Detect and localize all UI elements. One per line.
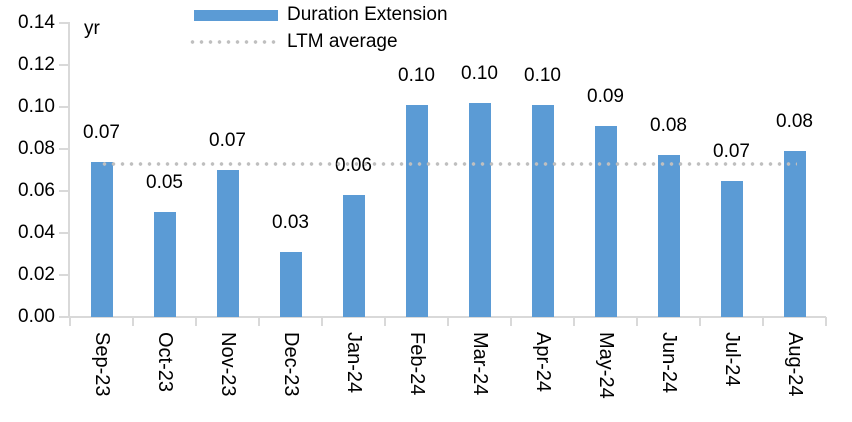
bar-value-label: 0.06	[335, 155, 372, 177]
y-axis-line	[68, 23, 70, 317]
bar-sep-23	[90, 161, 113, 317]
bar-value-label: 0.07	[209, 130, 246, 151]
y-axis-tick	[59, 232, 70, 234]
bar-may-24	[594, 125, 617, 317]
x-axis-tick	[69, 317, 71, 326]
legend-label-duration-extension: Duration Extension	[287, 4, 448, 25]
bar-value-label: 0.08	[650, 115, 687, 137]
y-axis-tick-label: 0.14	[18, 12, 55, 33]
bar-nov-23	[216, 170, 239, 317]
x-axis-tick	[384, 317, 386, 326]
x-axis-tick	[699, 317, 701, 326]
x-axis-line	[68, 316, 826, 318]
x-axis-tick	[762, 317, 764, 326]
bar-value-label: 0.03	[272, 211, 309, 233]
x-axis-tick	[132, 317, 134, 326]
x-axis-tick	[825, 317, 827, 326]
ltm-average-line	[99, 161, 797, 166]
x-axis-label: Nov-23	[217, 332, 239, 397]
bar-apr-24	[531, 104, 554, 317]
bar-aug-24	[783, 151, 806, 317]
bar-feb-24	[405, 104, 428, 317]
y-axis-unit-label: yr	[84, 18, 100, 39]
x-axis-tick	[447, 317, 449, 326]
y-axis-tick	[59, 274, 70, 276]
legend-label-ltm-average: LTM average	[287, 31, 398, 52]
bar-value-label: 0.10	[524, 64, 561, 86]
y-axis-tick-label: 0.02	[18, 264, 55, 285]
bar-jul-24	[720, 180, 743, 317]
bar-dec-23	[279, 251, 302, 317]
x-axis-tick	[636, 317, 638, 326]
legend-item-ltm-average: LTM average	[188, 31, 448, 53]
y-axis-tick-label: 0.10	[18, 96, 55, 117]
y-axis-tick	[59, 106, 70, 108]
bar-value-label: 0.09	[587, 85, 624, 107]
bar-value-label: 0.07	[713, 140, 750, 162]
bar-value-label: 0.08	[776, 111, 813, 133]
duration-extension-swatch	[194, 9, 278, 21]
x-axis-label: Feb-24	[406, 332, 428, 396]
x-axis-label: Jul-24	[721, 332, 743, 387]
x-axis-label: Sep-23	[91, 332, 113, 397]
y-axis-tick-label: 0.12	[18, 54, 55, 75]
y-axis-tick	[59, 316, 70, 318]
bar-value-label: 0.10	[461, 62, 498, 84]
y-axis-tick-label: 0.06	[18, 180, 55, 201]
y-axis-tick	[59, 22, 70, 24]
legend-swatch-slot	[188, 40, 280, 44]
y-axis-tick-label: 0.04	[18, 222, 55, 243]
bar-value-label: 0.10	[398, 64, 435, 86]
x-axis-tick	[195, 317, 197, 326]
x-axis-label: Dec-23	[280, 332, 302, 397]
ltm-average-swatch	[188, 40, 280, 44]
x-axis-label: Jan-24	[343, 332, 365, 394]
y-axis-tick	[59, 190, 70, 192]
bar-jan-24	[342, 195, 365, 317]
y-axis-tick	[59, 148, 70, 150]
x-axis-tick	[510, 317, 512, 326]
y-axis-tick-label: 0.08	[18, 138, 55, 159]
y-axis-tick	[59, 64, 70, 66]
x-axis-label: Mar-24	[469, 332, 491, 396]
x-axis-label: Jun-24	[658, 332, 680, 394]
legend: Duration Extension LTM average	[188, 4, 448, 58]
x-axis-tick	[258, 317, 260, 326]
legend-swatch-slot	[188, 9, 280, 21]
x-axis-label: Oct-23	[154, 332, 176, 393]
bar-oct-23	[153, 212, 176, 317]
x-axis-tick	[573, 317, 575, 326]
bar-jun-24	[657, 155, 680, 317]
x-axis-label: May-24	[595, 332, 617, 399]
bar-mar-24	[468, 102, 491, 317]
x-axis-label: Aug-24	[784, 332, 806, 397]
y-axis-tick-label: 0.00	[18, 306, 55, 327]
x-axis-label: Apr-24	[532, 332, 554, 393]
bar-value-label: 0.05	[146, 172, 183, 193]
bar-value-label: 0.07	[83, 121, 120, 143]
legend-item-duration-extension: Duration Extension	[188, 4, 448, 26]
x-axis-tick	[321, 317, 323, 326]
